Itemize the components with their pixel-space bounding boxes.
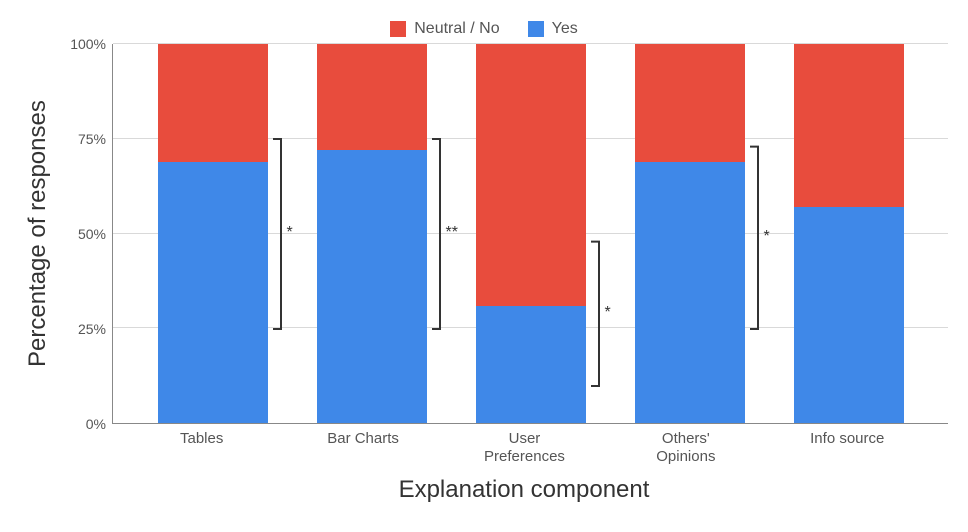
legend-swatch-no	[390, 21, 406, 37]
bar-segment-yes	[158, 162, 268, 424]
significance-label: *	[764, 228, 770, 246]
y-axis: 100% 75% 50% 25% 0%	[56, 44, 112, 424]
bar	[794, 44, 904, 423]
legend-item-no: Neutral / No	[390, 20, 499, 38]
x-tick-label: Info source	[792, 430, 902, 466]
x-axis-labels: Tables Bar Charts User Preferences Others' …	[101, 424, 948, 466]
x-tick-label: Tables	[147, 430, 257, 466]
bar	[317, 44, 427, 423]
stacked-bar-chart: Neutral / No Yes Percentage of responses…	[20, 20, 948, 512]
legend-swatch-yes	[528, 21, 544, 37]
bar-segment-no	[476, 44, 586, 306]
bar-segment-yes	[476, 306, 586, 423]
bar-segment-yes	[794, 207, 904, 423]
legend-label-no: Neutral / No	[414, 20, 499, 38]
x-tick-label: Bar Charts	[308, 430, 418, 466]
legend-label-yes: Yes	[552, 20, 578, 38]
bar-segment-no	[317, 44, 427, 150]
significance-bracket: *	[591, 44, 631, 424]
significance-bracket: *	[273, 44, 313, 424]
bar-segment-yes	[635, 162, 745, 424]
x-tick-label: User Preferences	[469, 430, 579, 466]
bar	[158, 44, 268, 423]
plot-area: *****	[112, 44, 948, 424]
legend-item-yes: Yes	[528, 20, 578, 38]
legend: Neutral / No Yes	[20, 20, 948, 38]
bar-segment-no	[635, 44, 745, 161]
x-axis-title: Explanation component	[100, 476, 948, 504]
y-axis-label: Percentage of responses	[20, 44, 56, 424]
bar	[635, 44, 745, 423]
significance-bracket: **	[432, 44, 472, 424]
bar-segment-yes	[317, 150, 427, 423]
bar-segment-no	[794, 44, 904, 207]
x-tick-label: Others' Opinions	[631, 430, 741, 466]
significance-label: *	[605, 304, 611, 322]
significance-bracket: *	[750, 44, 790, 424]
bar-segment-no	[158, 44, 268, 161]
bar	[476, 44, 586, 423]
